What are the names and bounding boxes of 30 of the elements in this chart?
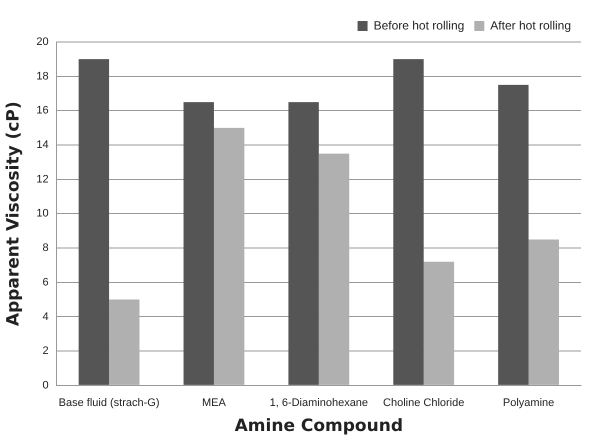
y-tick-label: 6 — [42, 276, 49, 288]
x-tick-label: Polyamine — [502, 397, 554, 410]
y-tick-label: 20 — [36, 36, 49, 48]
x-axis-title: Amine Compound — [234, 416, 403, 436]
legend-label: After hot rolling — [490, 18, 572, 32]
y-tick-label: 8 — [42, 242, 49, 254]
x-tick-label: Choline Chloride — [383, 397, 464, 410]
x-tick-label: Base fluid (strach-G) — [58, 397, 160, 410]
y-tick-label: 4 — [42, 310, 49, 323]
y-tick-label: 12 — [36, 173, 49, 186]
x-tick-label: 1, 6-Diaminohexane — [270, 397, 368, 410]
bar — [498, 84, 529, 385]
x-tick-label: MEA — [202, 397, 227, 410]
y-tick-label: 0 — [42, 379, 49, 392]
y-axis-title: Apparent Viscosity (cP) — [4, 101, 24, 326]
bar — [393, 59, 424, 385]
legend-label: Before hot rolling — [374, 18, 464, 32]
y-tick-label: 14 — [36, 139, 49, 152]
bar — [109, 300, 140, 385]
bar — [528, 239, 559, 385]
y-tick-label: 2 — [42, 345, 49, 358]
y-tick-label: 18 — [36, 70, 49, 82]
bar — [78, 59, 110, 385]
bar — [288, 102, 319, 385]
bar — [184, 102, 214, 385]
y-tick-label: 10 — [36, 208, 49, 220]
bar — [214, 128, 244, 385]
bar — [318, 154, 350, 385]
y-tick-label: 16 — [36, 104, 49, 117]
bar — [424, 262, 454, 385]
